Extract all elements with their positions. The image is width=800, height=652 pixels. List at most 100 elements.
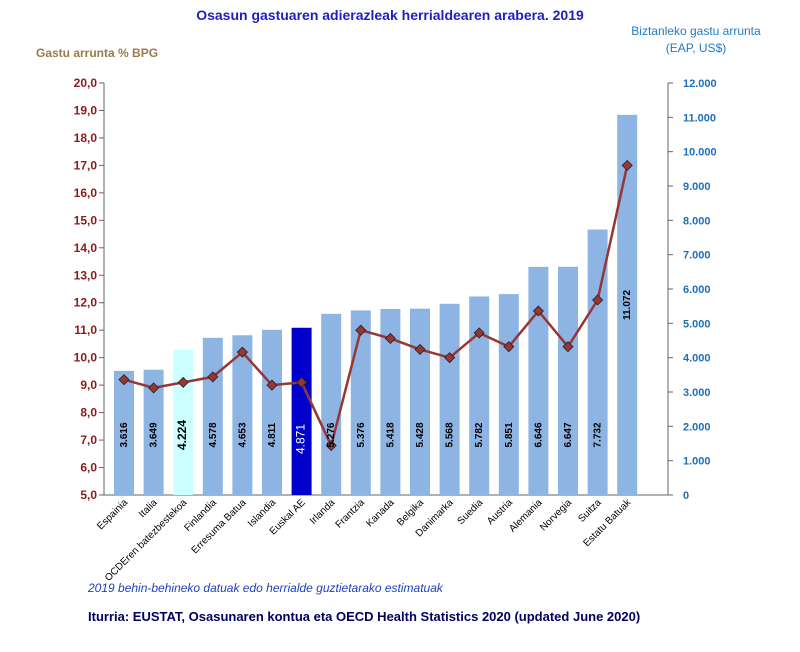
left-axis-title: Gastu arrunta % BPG bbox=[36, 46, 158, 60]
line-marker bbox=[296, 376, 308, 388]
left-tick-label: 9,0 bbox=[80, 378, 97, 392]
left-tick-label: 16,0 bbox=[74, 186, 98, 200]
bar bbox=[202, 337, 223, 495]
left-tick-label: 17,0 bbox=[74, 158, 98, 172]
right-tick-label: 6.000 bbox=[683, 284, 711, 296]
line-marker bbox=[621, 159, 633, 171]
bar-value-label: 5.418 bbox=[385, 422, 396, 447]
right-tick-label: 4.000 bbox=[683, 353, 711, 365]
bar bbox=[291, 327, 312, 495]
left-tick-label: 18,0 bbox=[74, 131, 98, 145]
bar bbox=[439, 303, 460, 495]
bar bbox=[173, 349, 194, 495]
category-label: Espainia bbox=[95, 497, 130, 532]
bar bbox=[232, 335, 253, 495]
bar-value-label: 5.376 bbox=[356, 422, 367, 447]
bar-value-label: 5.428 bbox=[415, 422, 426, 447]
left-tick-label: 13,0 bbox=[74, 268, 98, 282]
right-tick-label: 0 bbox=[683, 490, 689, 502]
line-marker bbox=[355, 324, 367, 336]
bar bbox=[617, 114, 638, 496]
bar bbox=[528, 266, 549, 495]
line-series bbox=[123, 165, 629, 450]
bar-value-label: 5.782 bbox=[474, 422, 485, 447]
line-marker bbox=[562, 341, 574, 353]
right-tick-label: 11.000 bbox=[683, 112, 716, 124]
bar bbox=[410, 308, 430, 495]
right-tick-label: 2.000 bbox=[683, 421, 711, 433]
right-axis-title-line2: (EAP, US$) bbox=[666, 41, 726, 55]
left-tick-label: 12,0 bbox=[74, 296, 98, 310]
category-label: Suitza bbox=[576, 497, 604, 525]
category-label: Alemania bbox=[507, 497, 545, 535]
bar-value-label: 4.871 bbox=[294, 424, 308, 454]
right-tick-label: 9.000 bbox=[683, 181, 711, 193]
bar-value-label: 6.647 bbox=[563, 422, 574, 447]
bar bbox=[143, 369, 164, 495]
left-tick-label: 14,0 bbox=[74, 241, 98, 255]
line-marker bbox=[266, 379, 278, 391]
right-tick-label: 10.000 bbox=[683, 147, 717, 159]
line-marker bbox=[473, 327, 485, 339]
line-marker bbox=[118, 374, 130, 386]
bar bbox=[498, 294, 519, 495]
bar bbox=[380, 308, 401, 495]
category-label: Frantzia bbox=[334, 497, 368, 531]
bar-value-label: 3.649 bbox=[149, 422, 160, 447]
bar-value-label: 11.072 bbox=[622, 290, 633, 320]
category-label: Suedia bbox=[456, 497, 486, 527]
category-label: Norvegia bbox=[538, 497, 574, 533]
left-tick-label: 6,0 bbox=[80, 461, 97, 475]
category-label: Erresuma Batua bbox=[190, 497, 249, 556]
line-marker bbox=[384, 332, 396, 345]
bar-value-label: 5.568 bbox=[445, 422, 456, 447]
bar-value-label: 4.811 bbox=[267, 422, 278, 447]
left-tick-label: 11,0 bbox=[74, 323, 97, 337]
line-marker bbox=[148, 382, 160, 394]
left-tick-label: 20,0 bbox=[74, 76, 98, 90]
left-tick-label: 7,0 bbox=[80, 433, 97, 447]
line-marker bbox=[503, 341, 515, 353]
bar bbox=[469, 296, 490, 495]
category-label: Italia bbox=[137, 497, 160, 520]
bar-value-label: 4.224 bbox=[175, 420, 189, 450]
line-marker bbox=[177, 376, 189, 388]
right-axis-title-line1: Biztanleko gastu arrunta bbox=[631, 24, 761, 38]
line-marker bbox=[414, 343, 426, 355]
bar bbox=[321, 313, 342, 495]
bar bbox=[558, 266, 578, 495]
bar bbox=[114, 370, 134, 495]
line-marker bbox=[236, 346, 248, 358]
right-tick-label: 3.000 bbox=[683, 387, 711, 399]
bar-value-label: 7.732 bbox=[593, 422, 604, 447]
bar-value-label: 6.646 bbox=[533, 422, 544, 447]
right-tick-label: 1.000 bbox=[683, 456, 711, 468]
bar-value-label: 5.276 bbox=[326, 422, 337, 447]
left-tick-label: 5,0 bbox=[80, 488, 97, 502]
left-tick-label: 15,0 bbox=[74, 213, 98, 227]
line-marker bbox=[444, 352, 456, 364]
plot-area: 5,0 6,0 7,0 8,0 9,0 10,0 11,0 12,0 13,0 14,0 15,0 1… bbox=[74, 76, 717, 584]
chart-title: Osasun gastuaren adierazleak herrialdear… bbox=[196, 7, 584, 23]
line-marker bbox=[592, 294, 604, 306]
bar-value-label: 5.851 bbox=[504, 422, 515, 447]
bar bbox=[350, 310, 371, 495]
source-note: Iturria: EUSTAT, Osasunaren kontua eta O… bbox=[88, 609, 640, 624]
category-label: Kanada bbox=[364, 497, 396, 529]
line-marker bbox=[532, 305, 544, 317]
left-tick-label: 8,0 bbox=[80, 406, 97, 420]
bar-value-label: 3.616 bbox=[119, 422, 130, 447]
right-tick-label: 12.000 bbox=[683, 78, 717, 90]
left-tick-label: 19,0 bbox=[74, 103, 98, 117]
right-tick-label: 8.000 bbox=[683, 215, 711, 227]
footnote: 2019 behin-behineko datuak edo herrialde… bbox=[87, 581, 444, 595]
left-tick-label: 10,0 bbox=[74, 351, 98, 365]
bar bbox=[262, 329, 282, 495]
right-tick-label: 5.000 bbox=[683, 318, 711, 330]
bar-value-label: 4.578 bbox=[208, 422, 219, 447]
line-marker bbox=[325, 439, 337, 452]
bar bbox=[587, 229, 608, 495]
right-tick-label: 7.000 bbox=[683, 250, 711, 262]
line-marker bbox=[207, 371, 219, 383]
